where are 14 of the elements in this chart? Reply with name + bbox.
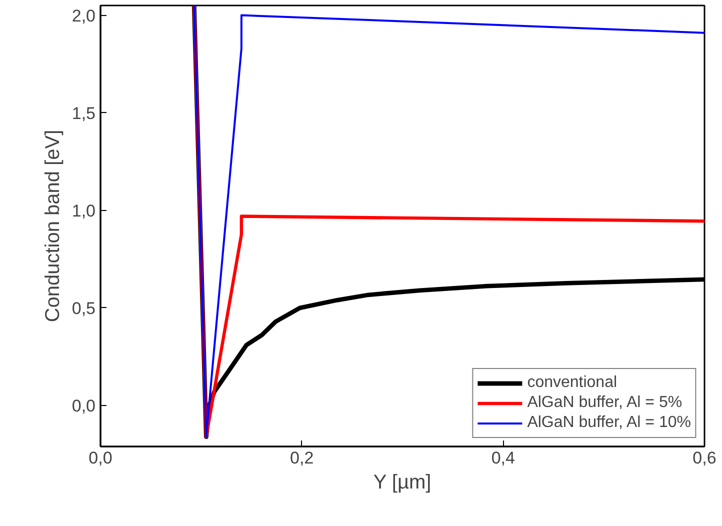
legend-label: conventional — [527, 374, 618, 392]
x-tick-label: 0,0 — [88, 448, 112, 468]
x-tick-label: 0,2 — [290, 448, 314, 468]
legend-label: AlGaN buffer, Al = 5% — [527, 394, 682, 412]
y-tick-label: 1,0 — [72, 201, 96, 220]
y-tick-label: 0,0 — [72, 396, 96, 416]
x-tick-label: 0,6 — [692, 448, 716, 468]
legend-label: AlGaN buffer, Al = 10% — [527, 414, 691, 432]
y-tick-label: 1,5 — [72, 104, 96, 123]
x-axis-title: Y [µm] — [373, 472, 432, 494]
x-tick-label: 0,4 — [491, 448, 515, 468]
y-tick-label: 2,0 — [72, 6, 96, 26]
y-axis-title: Conduction band [eV] — [42, 130, 64, 322]
y-tick-label: 0,5 — [72, 298, 96, 318]
